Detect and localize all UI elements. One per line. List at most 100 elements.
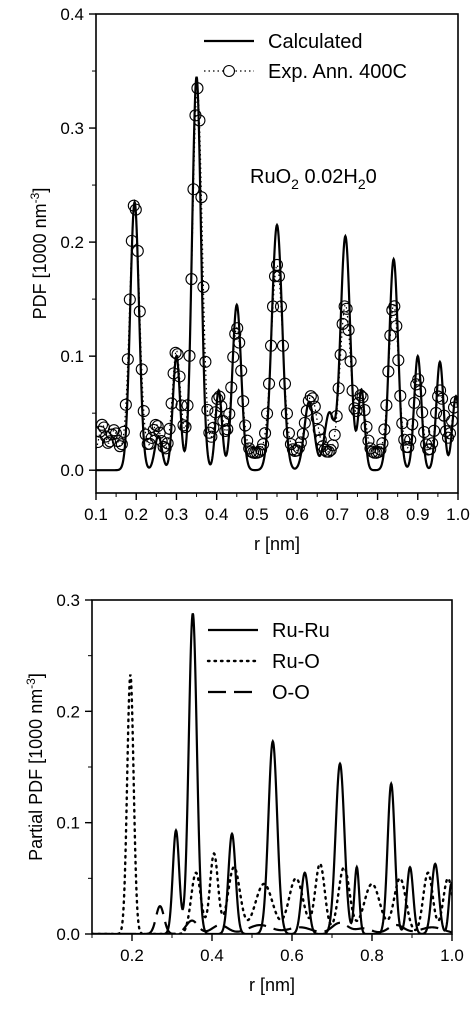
y-axis-label: Partial PDF [1000 nm-3]: [24, 673, 46, 861]
data-point: [402, 441, 415, 454]
data-point: [151, 420, 164, 433]
data-point: [308, 400, 321, 413]
data-point: [147, 423, 160, 437]
data-point: [187, 183, 200, 196]
data-point: [253, 445, 266, 458]
y-axis-label-main: Partial PDF [1000 nm: [26, 689, 46, 861]
data-point: [123, 293, 136, 306]
data-point: [205, 430, 218, 443]
data-point: [445, 414, 458, 427]
data-point: [428, 424, 441, 437]
data-point: [197, 280, 210, 293]
x-tick-label: 0.2: [120, 946, 144, 965]
data-point: [195, 191, 208, 204]
plot-frame: [95, 13, 459, 494]
data-point: [418, 426, 431, 439]
data-point: [436, 392, 449, 405]
legend-label: Calculated: [268, 31, 363, 53]
data-point: [137, 405, 150, 418]
y-tick-label: 0.2: [56, 702, 80, 721]
data-point: [264, 339, 278, 352]
data-point: [338, 300, 351, 313]
pdf-chart: 0.1 0.2 0.3 0.4 0.5 0.6 0.7 0.8 0.9 1.0 0.0 0.1 0.2 0…: [28, 5, 470, 554]
data-point: [171, 348, 184, 361]
data-point: [416, 406, 429, 419]
x-tick-label: 0.2: [124, 505, 148, 524]
data-point: [173, 370, 186, 383]
data-point: [175, 399, 188, 412]
data-point: [396, 417, 409, 430]
data-point: [129, 203, 142, 216]
y-axis-label-end: ]: [26, 673, 46, 678]
legend-label: O-O: [272, 682, 310, 704]
data-point: [239, 419, 252, 432]
partial-pdf-chart: 0.2 0.4 0.6 0.8 1.0 0.0 0.1 0.2 0.3 r [nm] Partial…: [24, 591, 464, 995]
data-point: [125, 234, 138, 247]
data-point: [235, 364, 248, 377]
data-point: [177, 419, 190, 432]
data-point: [103, 435, 116, 448]
data-point: [113, 440, 126, 453]
x-tick-label: 0.1: [84, 505, 108, 524]
data-point: [131, 244, 144, 257]
data-point: [342, 324, 355, 337]
data-point: [96, 418, 109, 431]
data-point: [356, 391, 369, 404]
data-point: [262, 377, 276, 390]
data-point: [149, 418, 162, 431]
data-point: [268, 270, 282, 283]
x-tick-label: 0.6: [280, 946, 304, 965]
y-tick-label: 0.1: [60, 347, 84, 366]
data-point: [290, 444, 303, 457]
data-point: [183, 349, 196, 362]
x-axis-label: r [nm]: [249, 975, 295, 995]
data-point: [449, 395, 458, 408]
data-point: [161, 437, 174, 450]
data-point: [143, 437, 156, 450]
data-point: [392, 354, 405, 367]
y-tick-label: 0.4: [60, 5, 84, 24]
data-point: [121, 353, 134, 366]
series-line-ru-o: [92, 674, 452, 934]
data-point: [388, 300, 401, 313]
data-point: [117, 425, 130, 438]
series-line-o-o: [92, 905, 452, 934]
x-tick-label: 0.5: [245, 505, 269, 524]
x-tick-label: 0.8: [366, 505, 390, 524]
data-point: [211, 392, 224, 406]
data-point: [410, 378, 423, 391]
y-axis-label-main: PDF [1000 nm: [30, 203, 50, 319]
data-point: [394, 389, 407, 402]
data-point: [378, 423, 391, 436]
data-point: [322, 445, 335, 458]
data-point: [225, 381, 238, 394]
data-point: [358, 403, 371, 417]
data-point: [223, 407, 236, 420]
y-tick-label: 0.0: [60, 461, 84, 480]
data-point: [115, 438, 128, 451]
data-point: [376, 437, 389, 450]
data-point: [215, 400, 228, 413]
data-point: [430, 406, 443, 419]
data-point: [169, 346, 182, 359]
data-point: [157, 440, 170, 454]
data-point: [101, 436, 115, 449]
data-point: [300, 404, 313, 417]
data-point: [310, 412, 323, 425]
data-point: [111, 435, 124, 448]
legend-label: Ru-O: [272, 651, 320, 673]
data-point: [201, 403, 214, 416]
data-point: [280, 407, 293, 420]
data-point: [227, 350, 240, 364]
data-point: [109, 427, 122, 440]
data-point: [312, 423, 325, 437]
data-point: [193, 114, 206, 127]
data-point: [274, 300, 288, 313]
data-point: [135, 363, 148, 376]
data-point: [350, 404, 363, 417]
data-point: [231, 322, 244, 335]
data-point: [107, 424, 120, 437]
data-point: [181, 399, 194, 412]
data-point: [382, 365, 395, 378]
